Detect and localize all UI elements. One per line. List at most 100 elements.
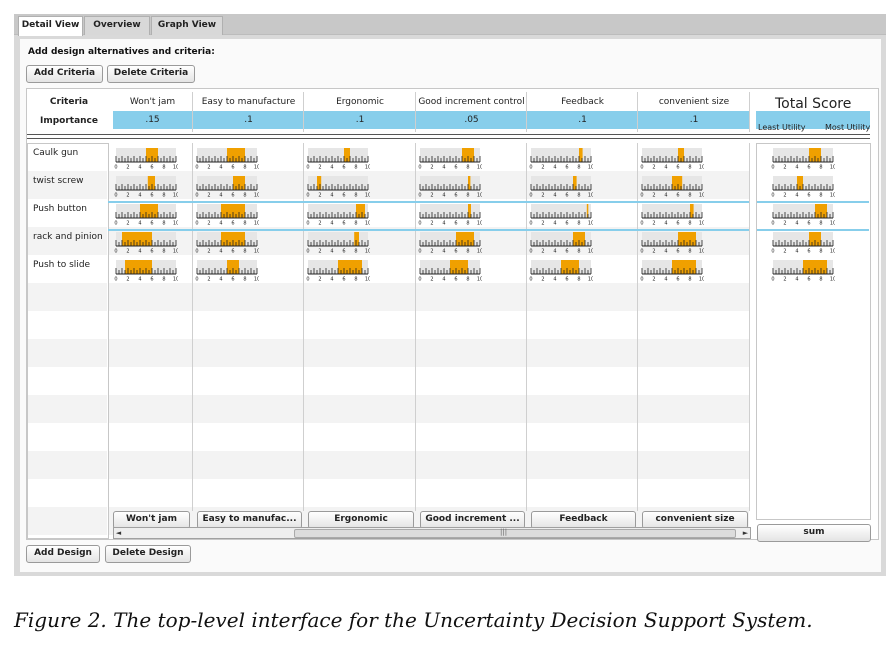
sum-button[interactable]: sum	[757, 524, 871, 542]
utility-range-bar[interactable]	[573, 176, 577, 190]
utility-gauge[interactable]: 0 2 4 6 8 10	[529, 175, 593, 198]
utility-range-bar[interactable]	[450, 260, 468, 274]
utility-range-bar[interactable]	[354, 232, 359, 246]
gauge-tick-label: 8	[162, 249, 165, 255]
gauge-tick-label: 8	[819, 249, 822, 255]
gauge-tick-label: 8	[354, 165, 357, 171]
utility-gauge[interactable]: 0 2 4 6 8 10	[418, 231, 482, 254]
utility-gauge[interactable]: 0 2 4 6 8 10	[529, 231, 593, 254]
utility-range-bar[interactable]	[468, 204, 471, 218]
utility-range-bar[interactable]	[122, 232, 152, 246]
gauge-tick-label: 10	[699, 221, 704, 227]
utility-range-bar[interactable]	[678, 232, 696, 246]
utility-range-bar[interactable]	[561, 260, 579, 274]
utility-gauge[interactable]: 0 2 4 6 8 10	[195, 231, 259, 254]
utility-range-bar[interactable]	[147, 176, 155, 190]
criterion-header[interactable]: convenient size	[658, 97, 730, 107]
criterion-header[interactable]: Won't jam	[129, 97, 176, 107]
utility-gauge[interactable]: 0 2 4 6 8 10	[418, 259, 482, 282]
utility-range-bar[interactable]	[356, 204, 365, 218]
delete-design-button[interactable]: Delete Design	[105, 545, 191, 563]
utility-range-bar[interactable]	[317, 176, 322, 190]
importance-value[interactable]: .1	[244, 115, 253, 125]
horizontal-scrollbar[interactable]: ◄ ||| ►	[113, 527, 751, 539]
tab-overview[interactable]: Overview	[84, 16, 150, 35]
total-utility-gauge[interactable]: 0 2 4 6 8 10	[771, 175, 835, 198]
utility-range-bar[interactable]	[797, 176, 803, 190]
utility-gauge[interactable]: 0 2 4 6 8 10	[418, 175, 482, 198]
scroll-thumb[interactable]: |||	[294, 528, 736, 538]
add-design-button[interactable]: Add Design	[26, 545, 100, 563]
gauge-tick-label: 8	[688, 165, 691, 171]
gauge-tick-label: 8	[354, 249, 357, 255]
total-utility-gauge[interactable]: 0 2 4 6 8 10	[771, 203, 835, 226]
row-band	[28, 451, 107, 479]
importance-value[interactable]: .1	[689, 115, 699, 125]
utility-gauge[interactable]: 0 2 4 6 8 10	[114, 175, 178, 198]
utility-gauge[interactable]: 0 2 4 6 8 10	[114, 203, 178, 226]
gauge-tick-label: 6	[676, 165, 679, 171]
utility-gauge[interactable]: 0 2 4 6 8 10	[195, 175, 259, 198]
criterion-header[interactable]: Feedback	[561, 97, 604, 107]
utility-range-bar[interactable]	[672, 176, 683, 190]
utility-gauge[interactable]: 0 2 4 6 8 10	[529, 259, 593, 282]
gauge-tick-label: 10	[830, 249, 835, 255]
utility-range-bar[interactable]	[690, 204, 694, 218]
delete-criteria-button[interactable]: Delete Criteria	[107, 65, 195, 83]
criterion-header[interactable]: Good increment control	[418, 97, 525, 107]
design-label[interactable]: Caulk gun	[33, 148, 79, 158]
importance-value[interactable]: .1	[355, 115, 365, 125]
utility-gauge[interactable]: 0 2 4 6 8 10	[114, 147, 178, 170]
utility-range-bar[interactable]	[468, 176, 471, 190]
total-utility-gauge[interactable]: 0 2 4 6 8 10	[771, 231, 835, 254]
design-label[interactable]: Push button	[33, 204, 87, 214]
utility-gauge[interactable]: 0 2 4 6 8 10	[195, 203, 259, 226]
criterion-header[interactable]: Ergonomic	[336, 97, 384, 107]
gauge-tick-label: 8	[577, 165, 580, 171]
utility-gauge[interactable]: 0 2 4 6 8 10	[306, 147, 370, 170]
design-label[interactable]: rack and pinion	[33, 232, 103, 242]
utility-gauge[interactable]: 0 2 4 6 8 10	[640, 259, 704, 282]
scroll-right-icon[interactable]: ►	[742, 529, 749, 537]
utility-gauge[interactable]: 0 2 4 6 8 10	[640, 175, 704, 198]
utility-gauge[interactable]: 0 2 4 6 8 10	[306, 259, 370, 282]
utility-range-bar[interactable]	[140, 204, 158, 218]
utility-gauge[interactable]: 0 2 4 6 8 10	[114, 259, 178, 282]
add-criteria-button[interactable]: Add Criteria	[26, 65, 103, 83]
total-utility-gauge[interactable]: 0 2 4 6 8 10	[771, 259, 835, 282]
scroll-left-icon[interactable]: ◄	[115, 529, 122, 537]
utility-range-bar[interactable]	[586, 204, 589, 218]
utility-range-bar[interactable]	[125, 260, 152, 274]
row-band	[28, 283, 107, 311]
utility-gauge[interactable]: 0 2 4 6 8 10	[306, 203, 370, 226]
gauge-tick-label: 8	[162, 221, 165, 227]
utility-range-bar[interactable]	[227, 148, 245, 162]
design-label[interactable]: Push to slide	[33, 260, 91, 270]
utility-range-bar[interactable]	[678, 148, 684, 162]
importance-value[interactable]: .1	[578, 115, 587, 125]
utility-gauge[interactable]: 0 2 4 6 8 10	[418, 203, 482, 226]
utility-gauge[interactable]: 0 2 4 6 8 10	[418, 147, 482, 170]
utility-gauge[interactable]: 0 2 4 6 8 10	[195, 147, 259, 170]
utility-gauge[interactable]: 0 2 4 6 8 10	[195, 259, 259, 282]
total-utility-gauge[interactable]: 0 2 4 6 8 10	[771, 147, 835, 170]
utility-gauge[interactable]: 0 2 4 6 8 10	[114, 231, 178, 254]
design-label[interactable]: twist screw	[33, 176, 84, 186]
utility-gauge[interactable]: 0 2 4 6 8 10	[640, 147, 704, 170]
importance-value[interactable]: .05	[464, 115, 479, 125]
utility-gauge[interactable]: 0 2 4 6 8 10	[529, 203, 593, 226]
utility-gauge[interactable]: 0 2 4 6 8 10	[529, 147, 593, 170]
importance-value[interactable]: .15	[145, 115, 160, 125]
gauge-tick-label: 2	[318, 277, 321, 283]
gauge-tick-label: 4	[442, 193, 445, 199]
utility-range-bar[interactable]	[344, 148, 350, 162]
tab-graph-view[interactable]: Graph View	[151, 16, 223, 35]
utility-gauge[interactable]: 0 2 4 6 8 10	[640, 203, 704, 226]
utility-gauge[interactable]: 0 2 4 6 8 10	[306, 231, 370, 254]
criterion-header[interactable]: Easy to manufacture	[201, 97, 296, 107]
utility-gauge[interactable]: 0 2 4 6 8 10	[640, 231, 704, 254]
utility-range-bar[interactable]	[456, 232, 474, 246]
utility-gauge[interactable]: 0 2 4 6 8 10	[306, 175, 370, 198]
utility-range-bar[interactable]	[579, 148, 583, 162]
tab-detail-view[interactable]: Detail View	[18, 16, 83, 36]
